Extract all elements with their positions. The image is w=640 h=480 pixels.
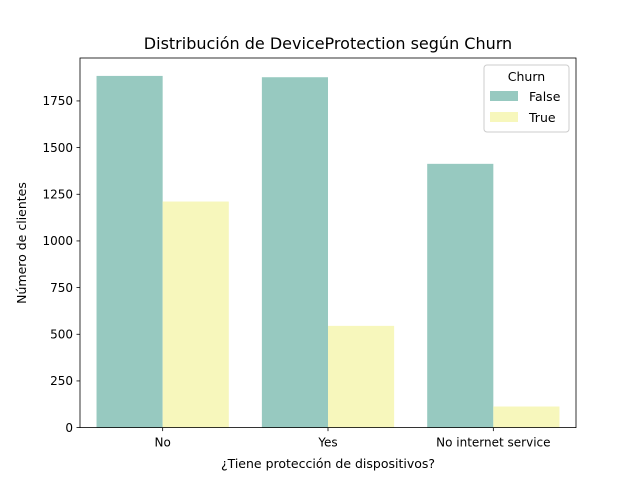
legend-title: Churn (508, 69, 545, 84)
y-tick-label: 250 (50, 374, 73, 388)
y-tick-label: 750 (50, 281, 73, 295)
y-tick-label: 0 (65, 421, 73, 435)
y-tick-label: 1000 (42, 234, 73, 248)
bar-true-2 (493, 406, 560, 428)
bar-true-0 (162, 201, 229, 428)
x-tick-label: No (155, 436, 171, 450)
y-tick-label: 1500 (42, 141, 73, 155)
bar-false-2 (427, 163, 494, 428)
legend-items: False True (490, 89, 561, 125)
y-tick-label: 500 (50, 328, 73, 342)
y-tick-label: 1250 (42, 188, 73, 202)
y-axis-label: Número de clientes (14, 182, 29, 304)
legend-label-false: False (529, 89, 561, 104)
chart-title: Distribución de DeviceProtection según C… (144, 34, 512, 53)
legend-swatch-false (490, 91, 518, 101)
bar-false-0 (96, 75, 163, 428)
bar-true-1 (328, 325, 395, 428)
bars-layer (96, 75, 560, 428)
bar-false-1 (261, 77, 328, 428)
x-tick-label: No internet service (436, 436, 550, 450)
x-axis-ticks: No Yes No internet service (155, 427, 551, 450)
y-tick-label: 1750 (42, 94, 73, 108)
legend-swatch-true (490, 112, 518, 122)
legend-label-true: True (528, 110, 556, 125)
x-tick-label: Yes (317, 436, 337, 450)
x-axis-label: ¿Tiene protección de dispositivos? (221, 456, 435, 471)
legend: Churn False True (483, 64, 570, 133)
y-axis-ticks: 0 250 500 750 1000 1250 1500 1750 (42, 94, 80, 435)
